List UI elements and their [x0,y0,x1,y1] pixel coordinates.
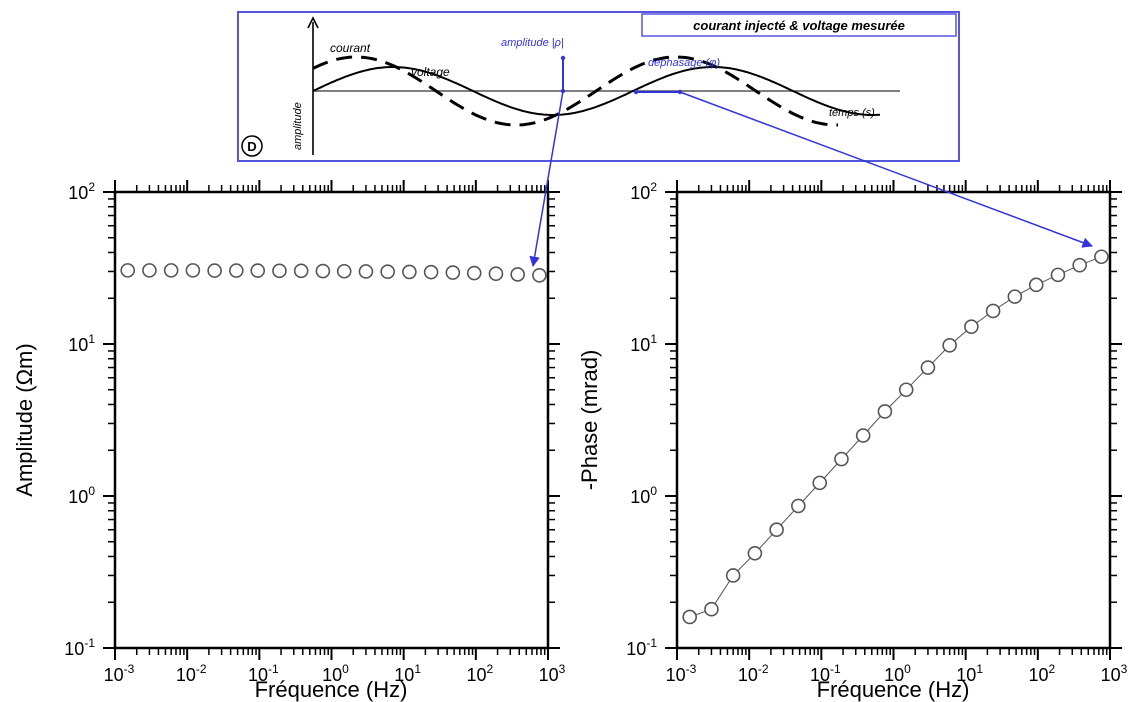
amplitude-plot-ticks [103,180,560,660]
x-tick-label: 103 [1101,662,1128,685]
data-point [229,263,244,278]
data-point [336,263,352,279]
y-tick-label: 101 [630,332,657,355]
voltage-wave [312,66,881,116]
amplitude-plot-frame [113,190,550,650]
panel-letter-circle [241,135,263,157]
x-tick-label: 10-1 [810,662,841,685]
inset-diagram: courant injecté & voltage mesurée amplit… [237,11,960,162]
data-point [293,263,309,279]
phase-y-label: -Phase (mrad) [577,350,602,491]
inset-label-amplitude: amplitude |ρ| [501,37,564,49]
data-point [402,264,417,280]
data-point [120,263,136,278]
x-tick-label: 10-1 [248,662,279,685]
x-tick-label: 10-2 [176,662,207,685]
y-tick-label: 10-1 [626,636,657,659]
data-point [315,263,331,279]
y-tick-label: 100 [630,484,657,507]
y-tick-label: 100 [68,484,95,507]
x-tick-label: 103 [539,662,566,685]
x-tick-label: 10-2 [738,662,769,685]
amplitude-y-tick-labels: 10-1 100 101 102 [64,180,95,659]
phase-y-tick-labels: 10-1 100 101 102 [626,180,657,659]
data-point [358,264,374,279]
data-point [920,360,936,375]
inset-title-box [641,13,957,37]
inset-label-voltage: voltage [411,65,450,79]
x-tick-label: 102 [1028,662,1055,685]
data-point [769,522,784,538]
data-point [985,303,1001,319]
data-point [812,475,828,491]
current-wave [312,55,838,127]
data-point [510,267,525,282]
data-point [488,266,504,282]
x-tick-label: 101 [956,662,983,685]
amplitude-annotation-arrow [529,90,564,268]
y-tick-label: 101 [68,332,95,355]
data-point [423,264,439,280]
data-point [834,451,849,467]
phase-x-tick-labels: 10-3 10-2 10-1 100 101 102 103 [666,662,1128,685]
amplitude-plot: 10-3 10-2 10-1 100 101 102 103 10-1 100 101 102 F… [12,180,566,702]
data-point [380,264,395,279]
phase-x-label: Fréquence (Hz) [817,677,970,702]
data-point [1094,249,1109,265]
data-point [682,609,698,625]
data-point [747,545,763,561]
data-point [142,263,157,278]
data-point [855,428,871,443]
amplitude-points [120,263,547,283]
data-point [942,338,957,353]
x-tick-label: 10-3 [104,662,135,685]
inset-y-label: amplitude [292,102,304,150]
phase-series-line [689,256,1102,618]
data-point [1007,289,1023,304]
data-point [163,263,179,278]
phase-plot-ticks [665,180,1122,660]
panel-letter: D [247,139,256,154]
inset-x-label: temps (s) [829,107,875,119]
amplitude-x-tick-labels: 10-3 10-2 10-1 100 101 102 103 [104,662,566,685]
phase-shift-marker-start [633,89,639,95]
y-tick-label: 102 [630,180,657,203]
inset-label-dephasage: déphasage (φ) [648,57,720,69]
phase-points [682,249,1109,625]
x-tick-label: 10-3 [666,662,697,685]
data-point [250,263,266,278]
phase-plot: 10-3 10-2 10-1 100 101 102 103 10-1 100 101 102 F… [577,180,1128,702]
data-point [445,265,461,280]
data-point [791,498,806,514]
amplitude-y-label: Amplitude (Ωm) [12,343,37,496]
amplitude-x-label: Fréquence (Hz) [255,677,408,702]
y-tick-label: 10-1 [64,636,95,659]
data-point [272,263,287,279]
y-tick-label: 102 [68,180,95,203]
phase-annotation-arrow [679,91,1093,248]
x-tick-label: 102 [466,662,493,685]
x-tick-label: 100 [884,662,911,685]
data-point [185,263,201,278]
data-point [1072,257,1087,273]
phase-plot-frame [675,190,1112,650]
data-point [898,382,914,398]
inset-frame [237,11,960,162]
x-tick-label: 101 [394,662,421,685]
data-point [207,263,222,278]
data-point [877,404,893,419]
data-point [466,265,482,281]
data-point [704,601,719,617]
inset-title: courant injecté & voltage mesurée [693,18,905,33]
data-point [532,268,547,283]
inset-y-arrow [307,16,319,29]
data-point [1050,267,1066,283]
amplitude-marker-top [560,55,566,61]
data-point [725,568,741,583]
x-tick-label: 100 [322,662,349,685]
data-point [964,319,979,334]
inset-label-courant: courant [330,41,371,55]
data-point [1028,277,1044,293]
